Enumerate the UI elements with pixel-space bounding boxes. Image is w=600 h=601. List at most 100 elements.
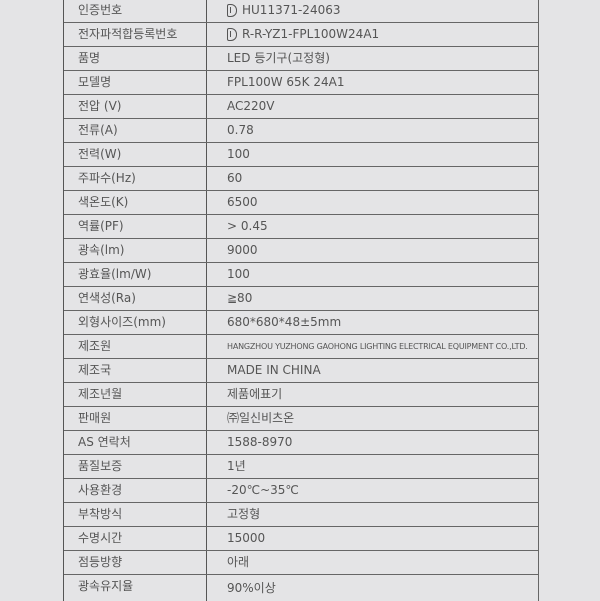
- table-row: 색온도(K) 6500: [64, 191, 538, 215]
- spec-value-cell: 1년: [207, 455, 538, 478]
- spec-label: 색온도(K): [64, 191, 207, 214]
- spec-value-cell: 0.78: [207, 119, 538, 142]
- spec-label: 광효율(lm/W): [64, 263, 207, 286]
- spec-value: 15000: [227, 531, 266, 545]
- spec-value-cell: 90%이상: [207, 575, 538, 601]
- spec-value: 1년: [227, 459, 246, 473]
- spec-label: 전류(A): [64, 119, 207, 142]
- spec-value: 100: [227, 147, 250, 161]
- spec-label: 연색성(Ra): [64, 287, 207, 310]
- spec-label: 점등방향: [64, 551, 207, 574]
- table-row: 주파수(Hz) 60: [64, 167, 538, 191]
- spec-label: 전력(W): [64, 143, 207, 166]
- kc-mark-icon: [227, 4, 237, 17]
- spec-value: 고정형: [227, 507, 261, 521]
- spec-value: 9000: [227, 243, 258, 257]
- spec-value: ㈜일신비츠온: [227, 411, 295, 425]
- spec-value: LED 등기구(고정형): [227, 51, 330, 65]
- spec-value-cell: HU11371-24063: [207, 0, 538, 22]
- spec-label: 사용환경: [64, 479, 207, 502]
- spec-value-cell: 15000: [207, 527, 538, 550]
- spec-label: 제조국: [64, 359, 207, 382]
- spec-value: AC220V: [227, 99, 275, 113]
- spec-value: 1588-8970: [227, 435, 293, 449]
- table-row: 모델명 FPL100W 65K 24A1: [64, 71, 538, 95]
- spec-value: -20℃~35℃: [227, 483, 299, 497]
- spec-value: ≧80: [227, 291, 253, 305]
- spec-value-cell: -20℃~35℃: [207, 479, 538, 502]
- spec-value-cell: > 0.45: [207, 215, 538, 238]
- spec-value-cell: 680*680*48±5mm: [207, 311, 538, 334]
- spec-value-cell: 1588-8970: [207, 431, 538, 454]
- spec-label: 전자파적합등록번호: [64, 23, 207, 46]
- table-row: 품질보증 1년: [64, 455, 538, 479]
- spec-value: HANGZHOU YUZHONG GAOHONG LIGHTING ELECTR…: [227, 342, 528, 351]
- spec-value-cell: R-R-YZ1-FPL100W24A1: [207, 23, 538, 46]
- spec-value-cell: HANGZHOU YUZHONG GAOHONG LIGHTING ELECTR…: [207, 335, 538, 358]
- spec-value-cell: ≧80: [207, 287, 538, 310]
- spec-value: 60: [227, 171, 243, 185]
- table-row: 전력(W) 100: [64, 143, 538, 167]
- table-row: 인증번호 HU11371-24063: [64, 0, 538, 23]
- spec-value: FPL100W 65K 24A1: [227, 75, 345, 89]
- spec-value-cell: 60: [207, 167, 538, 190]
- spec-value: 90%이상: [227, 580, 276, 595]
- spec-label: 판매원: [64, 407, 207, 430]
- spec-label: AS 연락처: [64, 431, 207, 454]
- spec-label: 광속(lm): [64, 239, 207, 262]
- spec-value: > 0.45: [227, 219, 268, 233]
- table-row: 광속(lm) 9000: [64, 239, 538, 263]
- spec-label: 품질보증: [64, 455, 207, 478]
- table-row: 제조년월 제품에표기: [64, 383, 538, 407]
- table-row: 제조국 MADE IN CHINA: [64, 359, 538, 383]
- table-row: 전류(A) 0.78: [64, 119, 538, 143]
- spec-label: 주파수(Hz): [64, 167, 207, 190]
- table-row: 판매원 ㈜일신비츠온: [64, 407, 538, 431]
- spec-label: 전압 (V): [64, 95, 207, 118]
- table-row: 광속유지율 90%이상: [64, 575, 538, 601]
- table-row: 품명 LED 등기구(고정형): [64, 47, 538, 71]
- spec-value-cell: FPL100W 65K 24A1: [207, 71, 538, 94]
- table-row: 부착방식 고정형: [64, 503, 538, 527]
- spec-value: MADE IN CHINA: [227, 363, 321, 377]
- spec-value-cell: 6500: [207, 191, 538, 214]
- spec-value: 100: [227, 267, 250, 281]
- spec-value: HU11371-24063: [242, 3, 341, 17]
- kc-mark-icon: [227, 28, 237, 41]
- spec-value-cell: MADE IN CHINA: [207, 359, 538, 382]
- spec-value-cell: 100: [207, 263, 538, 286]
- table-row: 수명시간 15000: [64, 527, 538, 551]
- spec-value-cell: LED 등기구(고정형): [207, 47, 538, 70]
- spec-value-cell: 100: [207, 143, 538, 166]
- spec-label: 역률(PF): [64, 215, 207, 238]
- spec-value: 제품에표기: [227, 387, 283, 401]
- table-row: AS 연락처 1588-8970: [64, 431, 538, 455]
- spec-label: 수명시간: [64, 527, 207, 550]
- spec-value: 아래: [227, 555, 250, 569]
- spec-label: 제조년월: [64, 383, 207, 406]
- table-row: 점등방향 아래: [64, 551, 538, 575]
- table-row: 연색성(Ra) ≧80: [64, 287, 538, 311]
- table-row: 역률(PF) > 0.45: [64, 215, 538, 239]
- spec-label: 모델명: [64, 71, 207, 94]
- spec-value-cell: 제품에표기: [207, 383, 538, 406]
- table-row: 광효율(lm/W) 100: [64, 263, 538, 287]
- spec-table: 인증번호 HU11371-24063 전자파적합등록번호 R-R-YZ1-FPL100…: [63, 0, 539, 601]
- table-row: 외형사이즈(mm) 680*680*48±5mm: [64, 311, 538, 335]
- table-row: 전압 (V) AC220V: [64, 95, 538, 119]
- spec-label: 품명: [64, 47, 207, 70]
- spec-value-cell: ㈜일신비츠온: [207, 407, 538, 430]
- spec-value: 0.78: [227, 123, 254, 137]
- spec-label: 제조원: [64, 335, 207, 358]
- spec-label: 광속유지율: [64, 575, 207, 601]
- spec-label: 외형사이즈(mm): [64, 311, 207, 334]
- spec-label: 인증번호: [64, 0, 207, 22]
- table-row: 제조원 HANGZHOU YUZHONG GAOHONG LIGHTING ELE…: [64, 335, 538, 359]
- spec-value: R-R-YZ1-FPL100W24A1: [242, 27, 380, 41]
- spec-value-cell: 고정형: [207, 503, 538, 526]
- spec-label: 부착방식: [64, 503, 207, 526]
- spec-value-cell: 아래: [207, 551, 538, 574]
- spec-value: 6500: [227, 195, 258, 209]
- spec-value-cell: 9000: [207, 239, 538, 262]
- table-row: 사용환경 -20℃~35℃: [64, 479, 538, 503]
